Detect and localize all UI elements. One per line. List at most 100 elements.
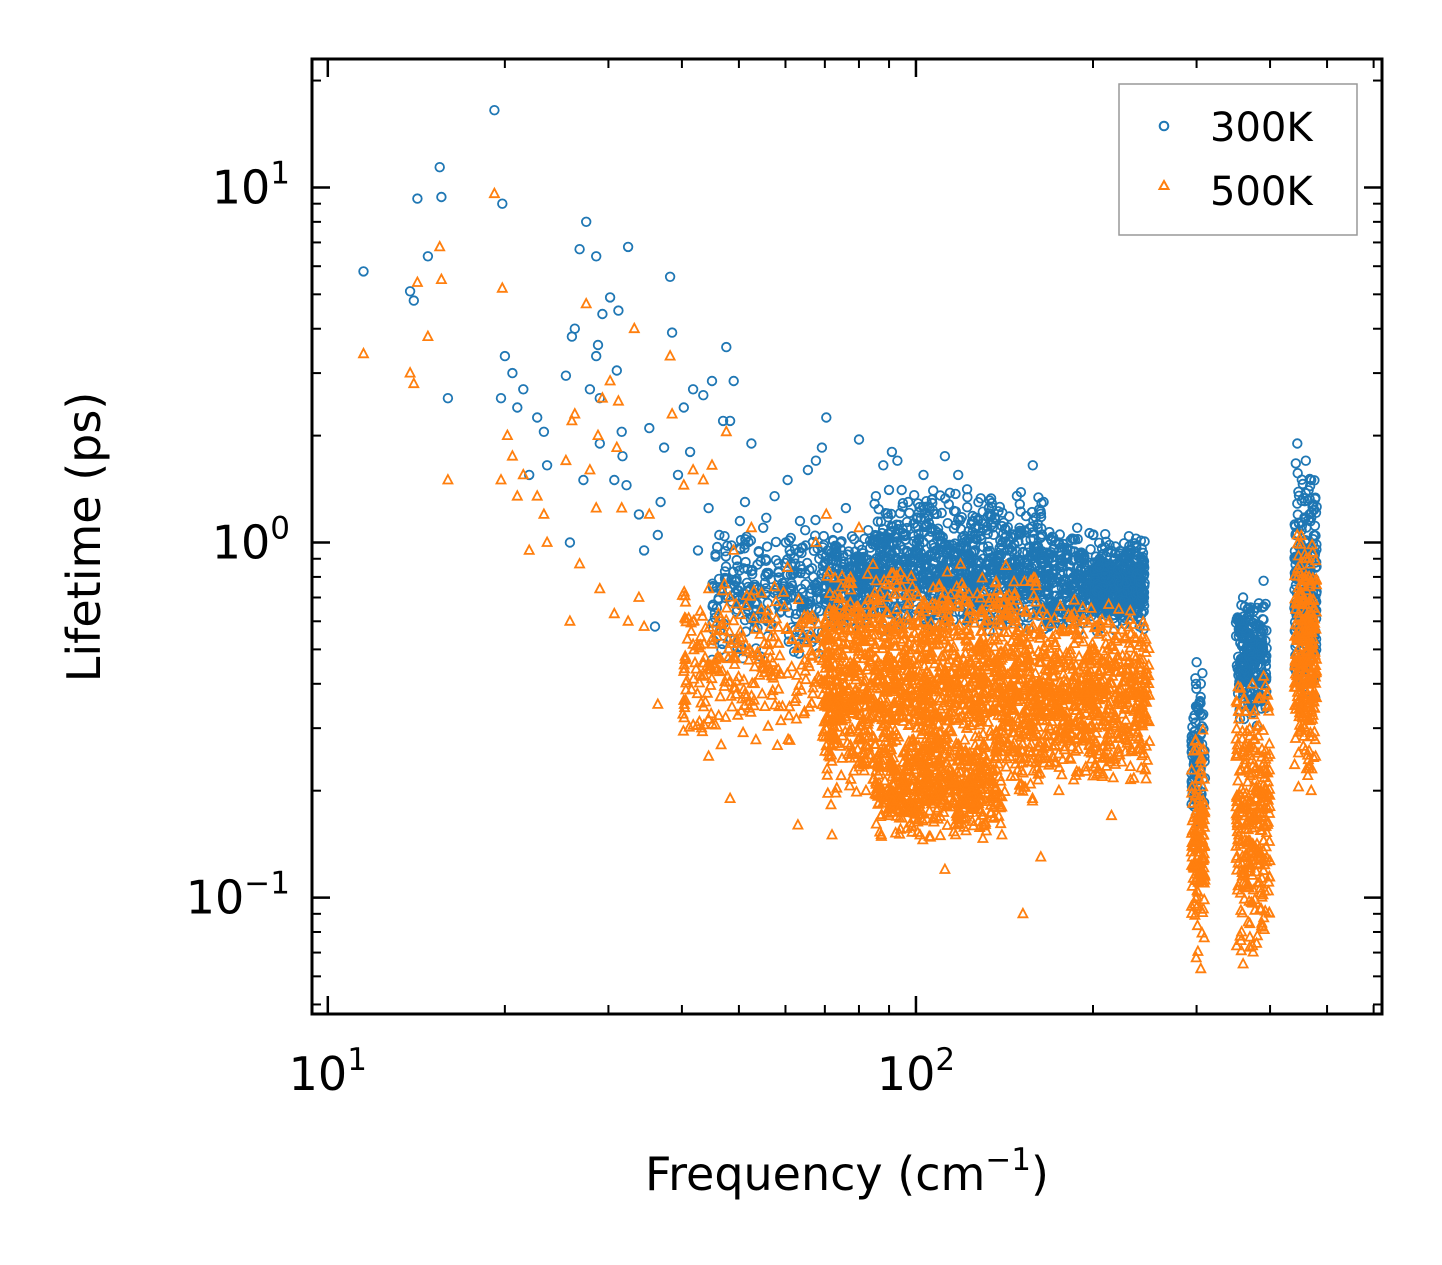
- data-point-300k: [952, 560, 964, 571]
- data-point-300k: [1044, 594, 1056, 605]
- data-point-300k: [591, 251, 602, 262]
- data-point-300k: [1099, 529, 1111, 540]
- data-point-300k: [904, 507, 915, 519]
- data-point-300k: [1130, 540, 1142, 551]
- data-point-300k: [847, 590, 858, 601]
- data-point-300k: [772, 582, 783, 594]
- data-point-300k: [761, 512, 772, 524]
- data-point-300k: [873, 504, 884, 515]
- data-point-300k: [784, 584, 796, 595]
- data-point-300k: [722, 540, 733, 552]
- data-point-300k: [849, 553, 860, 564]
- data-point-300k: [649, 621, 661, 632]
- data-point-300k: [789, 553, 800, 564]
- data-point-300k: [758, 522, 769, 534]
- data-point-300k: [1027, 460, 1039, 471]
- data-point-300k: [753, 547, 765, 558]
- data-point-300k: [936, 507, 947, 519]
- data-point-300k: [853, 568, 864, 579]
- data-point-300k: [800, 525, 811, 536]
- data-point-300k: [865, 542, 876, 553]
- data-point-300k: [720, 551, 732, 562]
- data-point-300k: [746, 438, 757, 449]
- data-point-300k: [1049, 565, 1061, 577]
- data-point-300k: [672, 469, 684, 481]
- data-point-300k: [1002, 539, 1013, 550]
- data-point-300k: [644, 422, 655, 434]
- data-point-300k: [917, 553, 929, 564]
- data-point-300k: [1023, 559, 1034, 571]
- data-point-300k: [988, 529, 999, 541]
- data-point-300k: [412, 193, 423, 204]
- data-point-300k: [935, 544, 947, 555]
- data-point-300k: [853, 434, 865, 445]
- data-point-300k: [1043, 578, 1054, 590]
- data-point-300k: [1035, 532, 1046, 544]
- data-point-300k: [878, 460, 889, 471]
- data-point-300k: [621, 480, 632, 491]
- data-point-300k: [909, 490, 920, 501]
- data-point-300k: [578, 474, 589, 486]
- data-point-300k: [760, 554, 771, 565]
- data-point-300k: [609, 474, 620, 486]
- data-point-300k: [802, 557, 813, 569]
- data-point-300k: [652, 529, 664, 541]
- data-point-300k: [404, 286, 416, 297]
- data-point-300k: [1069, 534, 1081, 545]
- data-point-300k: [678, 402, 690, 413]
- data-point-300k: [1292, 438, 1303, 449]
- data-point-300k: [611, 365, 623, 376]
- data-point-300k: [899, 530, 911, 542]
- data-point-300k: [434, 161, 445, 173]
- data-point-300k: [770, 536, 782, 548]
- data-point-300k: [740, 556, 751, 568]
- data-point-300k: [1191, 657, 1202, 668]
- data-point-300k: [499, 350, 511, 362]
- data-point-300k: [848, 534, 860, 545]
- data-point-300k: [915, 512, 927, 523]
- data-point-300k: [749, 611, 760, 622]
- data-point-300k: [1076, 580, 1088, 591]
- data-point-300k: [1076, 547, 1087, 558]
- data-point-300k: [666, 327, 678, 338]
- data-point-300k: [914, 501, 925, 513]
- data-point-300k: [658, 442, 670, 453]
- data-point-300k: [782, 474, 793, 486]
- data-point-300k: [422, 251, 434, 262]
- data-point-300k: [886, 508, 897, 520]
- data-point-300k: [829, 568, 840, 579]
- data-point-300k: [953, 469, 964, 481]
- data-point-300k: [796, 583, 807, 595]
- data-point-300k: [858, 584, 870, 595]
- data-point-300k: [1050, 564, 1062, 576]
- data-point-300k: [761, 541, 773, 552]
- data-point-300k: [978, 553, 989, 564]
- data-point-300k: [883, 484, 895, 496]
- data-point-300k: [950, 488, 961, 500]
- data-point-300k: [541, 460, 553, 471]
- data-point-300k: [518, 384, 529, 395]
- data-point-300k: [800, 568, 811, 580]
- data-point-300k: [967, 539, 978, 550]
- data-point-300k: [794, 515, 806, 527]
- data-point-300k: [970, 533, 981, 544]
- data-point-300k: [923, 572, 934, 584]
- data-point-300k: [1073, 561, 1084, 573]
- data-point-300k: [564, 537, 576, 548]
- data-point-300k: [745, 535, 757, 546]
- data-point-300k: [916, 563, 927, 574]
- data-point-300k: [581, 216, 592, 228]
- data-point-300k: [999, 523, 1011, 534]
- data-point-300k: [790, 608, 802, 620]
- data-point-300k: [1047, 532, 1059, 543]
- data-point-300k: [684, 446, 696, 458]
- data-point-300k: [765, 573, 777, 585]
- data-point-300k: [719, 531, 730, 542]
- data-point-300k: [1085, 544, 1096, 555]
- data-point-300k: [591, 350, 602, 362]
- data-point-300k: [732, 585, 743, 596]
- data-point-300k: [802, 464, 814, 476]
- data-point-300k: [719, 572, 731, 584]
- data-point-300k: [780, 537, 792, 548]
- data-point-300k: [495, 393, 507, 404]
